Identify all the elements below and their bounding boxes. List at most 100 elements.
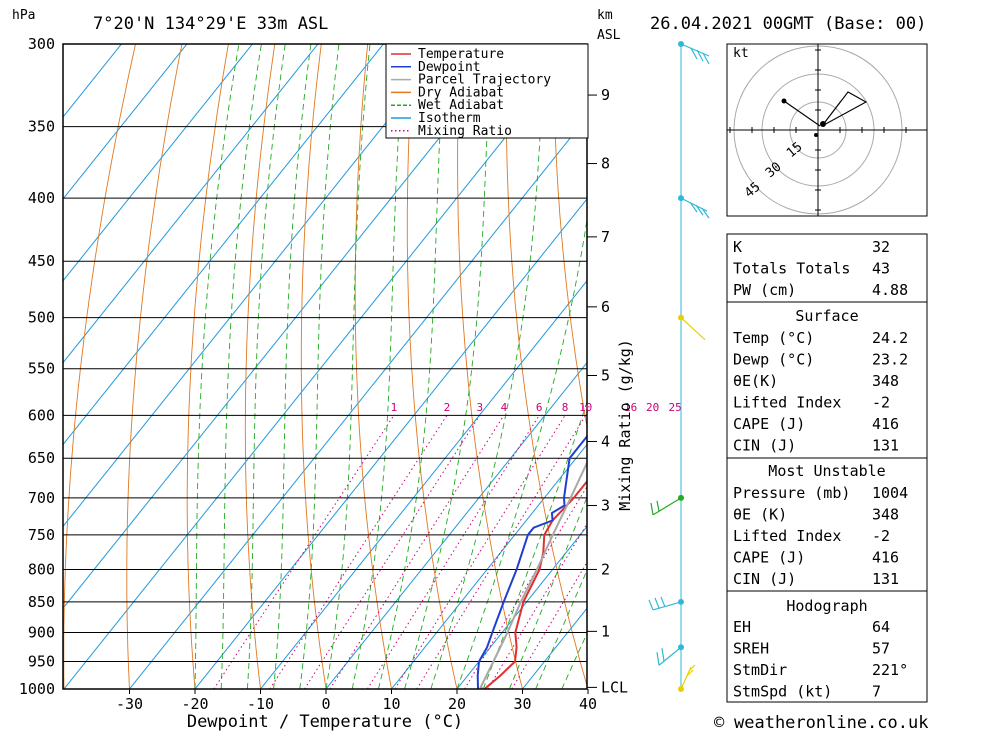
dry-adiabat-line [457,44,523,689]
index-label: StmSpd (kt) [733,683,832,701]
wind-barb-feather [690,47,698,60]
isotherm-line [325,361,587,689]
legend-label: Dry Adiabat [418,85,504,100]
x-tick-label: -20 [181,695,208,713]
mixing-ratio-label: 6 [536,401,543,414]
wind-barb-staff [658,646,682,666]
wind-barb-staff [680,317,706,341]
isotherm-line [63,44,450,528]
hodograph-unit: kt [733,46,749,61]
legend-label: Isotherm [418,111,481,126]
hodograph-low-point [814,133,818,137]
x-axis-label: Dewpoint / Temperature (°C) [187,712,463,732]
dry-adiabat-line [921,26,1000,715]
pressure-tick-label: 900 [28,624,55,642]
parcel-trajectory-line [479,460,587,689]
index-value: 348 [872,372,899,390]
wind-barb-feather [654,597,660,609]
legend-label: Mixing Ratio [418,124,512,139]
index-label: CIN (J) [733,437,796,455]
index-box-general [726,233,928,303]
hodograph-trace [821,91,868,127]
pressure-tick-label: 450 [28,252,55,270]
mixing-ratio-label: 3 [476,401,483,414]
index-value: -2 [872,527,890,545]
index-label: θE(K) [733,372,778,390]
index-label: StmDir [733,661,787,679]
wind-barb-feather [702,52,710,65]
dry-adiabat-line [186,44,229,689]
index-label: CIN (J) [733,570,796,588]
index-label: Pressure (mb) [733,484,850,502]
height-axis: 9 8 7 6 5 4 3 2 1 LCL [587,86,628,696]
index-label: EH [733,618,751,636]
index-value: 4.88 [872,281,908,299]
wet-adiabat-line [273,44,312,689]
height-unit-asl: ASL [597,28,621,43]
storm-motion-line [783,100,821,127]
wet-adiabat-line [430,44,545,689]
dry-adiabat-line [354,44,392,689]
isotherm-line [259,280,587,689]
isotherm-line [63,44,581,689]
index-label: Dewp (°C) [733,351,814,369]
height-tick-label: 5 [601,366,610,384]
mixing-ratio-line [329,415,505,689]
hodograph-section-title: Hodograph [786,597,867,615]
mixing-ratio-label: 2 [444,401,451,414]
index-box-most-unstable [726,457,928,592]
index-label: SREH [733,640,769,658]
index-label: θE (K) [733,506,787,524]
dry-adiabat-line [63,44,136,689]
index-value: 32 [872,238,890,256]
isotherm-line [456,525,587,689]
mixing-ratio-label: 16 [624,401,637,414]
wet-adiabat-line [194,44,240,689]
pressure-tick-label: 800 [28,560,55,578]
isotherm-line [0,26,5,715]
legend-label: Wet Adiabat [418,98,504,113]
index-label: CAPE (J) [733,549,805,567]
mixing-ratio-label: 10 [579,401,592,414]
index-value: 416 [872,415,899,433]
index-value: 7 [872,683,881,701]
height-tick-label: 1 [601,622,610,640]
pressure-tick-label: 500 [28,309,55,327]
footer-site: weatheronline.co.uk [734,713,928,733]
wet-adiabat-line [456,216,587,689]
wet-adiabat-line [508,495,587,689]
wind-barb-feather [648,599,654,611]
height-tick-label: 3 [601,497,610,515]
dry-adiabat-line [552,44,587,429]
index-label: Totals Totals [733,260,850,278]
index-label: Lifted Index [733,527,841,545]
wind-barb-staff [652,497,682,516]
temperature-line [483,479,587,689]
mixing-ratio-line [304,415,481,689]
dry-adiabat-line [967,26,1000,715]
isotherm-line [390,443,587,689]
index-value: 23.2 [872,351,908,369]
profile-lines [476,99,587,689]
pressure-tick-label: 300 [28,35,55,53]
pressure-axis: 300 350 400 450 500 550 600 650 700 750 800 850 900 9… [19,35,55,698]
pressure-tick-label: 1000 [19,680,55,698]
wind-profile [648,41,710,692]
wind-barb-staff [652,601,682,611]
isotherm-line [63,44,319,364]
pressure-tick-label: 650 [28,449,55,467]
isotherm-line [194,198,587,689]
plot-frame [62,43,588,690]
mixing-ratio-label: 8 [562,401,569,414]
dry-adiabat-line [244,44,276,689]
wind-barb-feather [689,201,698,213]
index-box-hodograph [726,590,928,703]
pressure-tick-label: 850 [28,593,55,611]
index-table: K 32 Totals Totals 43 PW (cm) 4.88 Surface Temp… [726,233,928,703]
mixing-ratio-labels: 1 2 3 4 6 8 10 16 20 25 [391,401,682,414]
x-tick-label: 20 [448,695,466,713]
pressure-tick-label: 600 [28,406,55,424]
index-value: -2 [872,394,890,412]
